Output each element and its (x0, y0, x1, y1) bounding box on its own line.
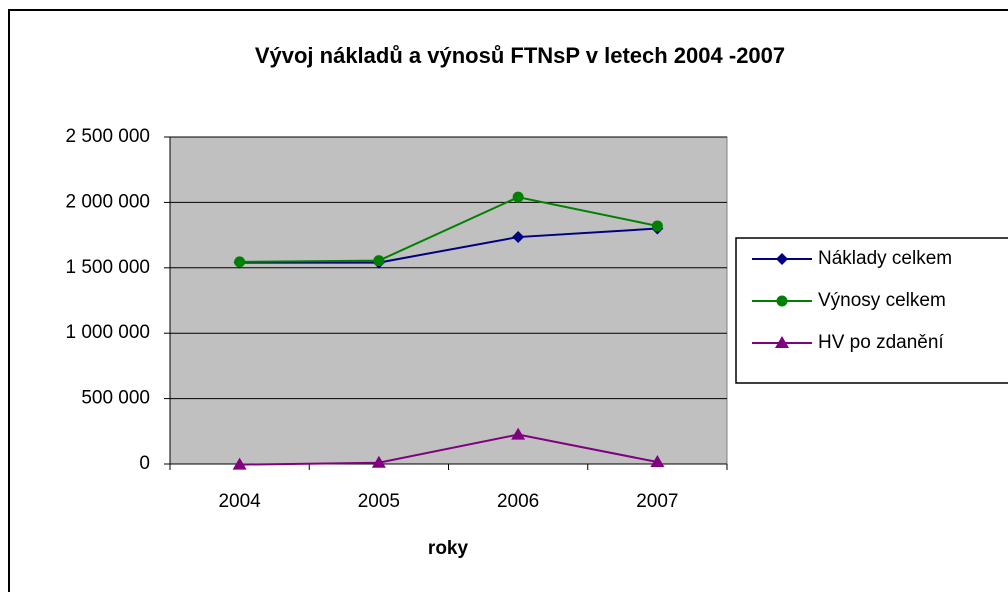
y-tick-label: 1 000 000 (65, 322, 150, 343)
x-tick-label: 2006 (497, 491, 539, 512)
y-tick-label: 2 000 000 (65, 191, 150, 212)
marker (776, 295, 788, 307)
marker (512, 191, 524, 203)
marker (776, 253, 788, 265)
y-tick-label: 500 000 (81, 388, 150, 409)
y-tick-label: 2 500 000 (65, 126, 150, 147)
legend-label: Výnosy celkem (818, 290, 946, 311)
legend-label: Náklady celkem (818, 248, 952, 269)
x-tick-label: 2005 (358, 491, 400, 512)
y-tick-label: 0 (139, 453, 150, 474)
marker (234, 256, 246, 268)
marker (775, 336, 789, 348)
marker (651, 220, 663, 232)
marker (371, 455, 386, 468)
x-axis-label: roky (428, 538, 469, 559)
x-tick-label: 2007 (636, 491, 678, 512)
legend-label: HV po zdanění (818, 332, 944, 353)
marker (511, 427, 526, 440)
marker (650, 455, 665, 468)
series-line (239, 196, 658, 263)
x-tick-label: 2004 (218, 491, 261, 512)
legend: Náklady celkem Výnosy celkem HV po zdanění (735, 237, 1008, 384)
marker (373, 255, 385, 267)
series-line (239, 227, 658, 264)
marker (512, 231, 525, 244)
series-line (239, 433, 658, 466)
chart-title: Vývoj nákladů a výnosů FTNsP v letech 20… (255, 43, 785, 68)
plot-area (169, 136, 728, 465)
y-tick-label: 1 500 000 (65, 257, 150, 278)
marker (232, 457, 247, 470)
